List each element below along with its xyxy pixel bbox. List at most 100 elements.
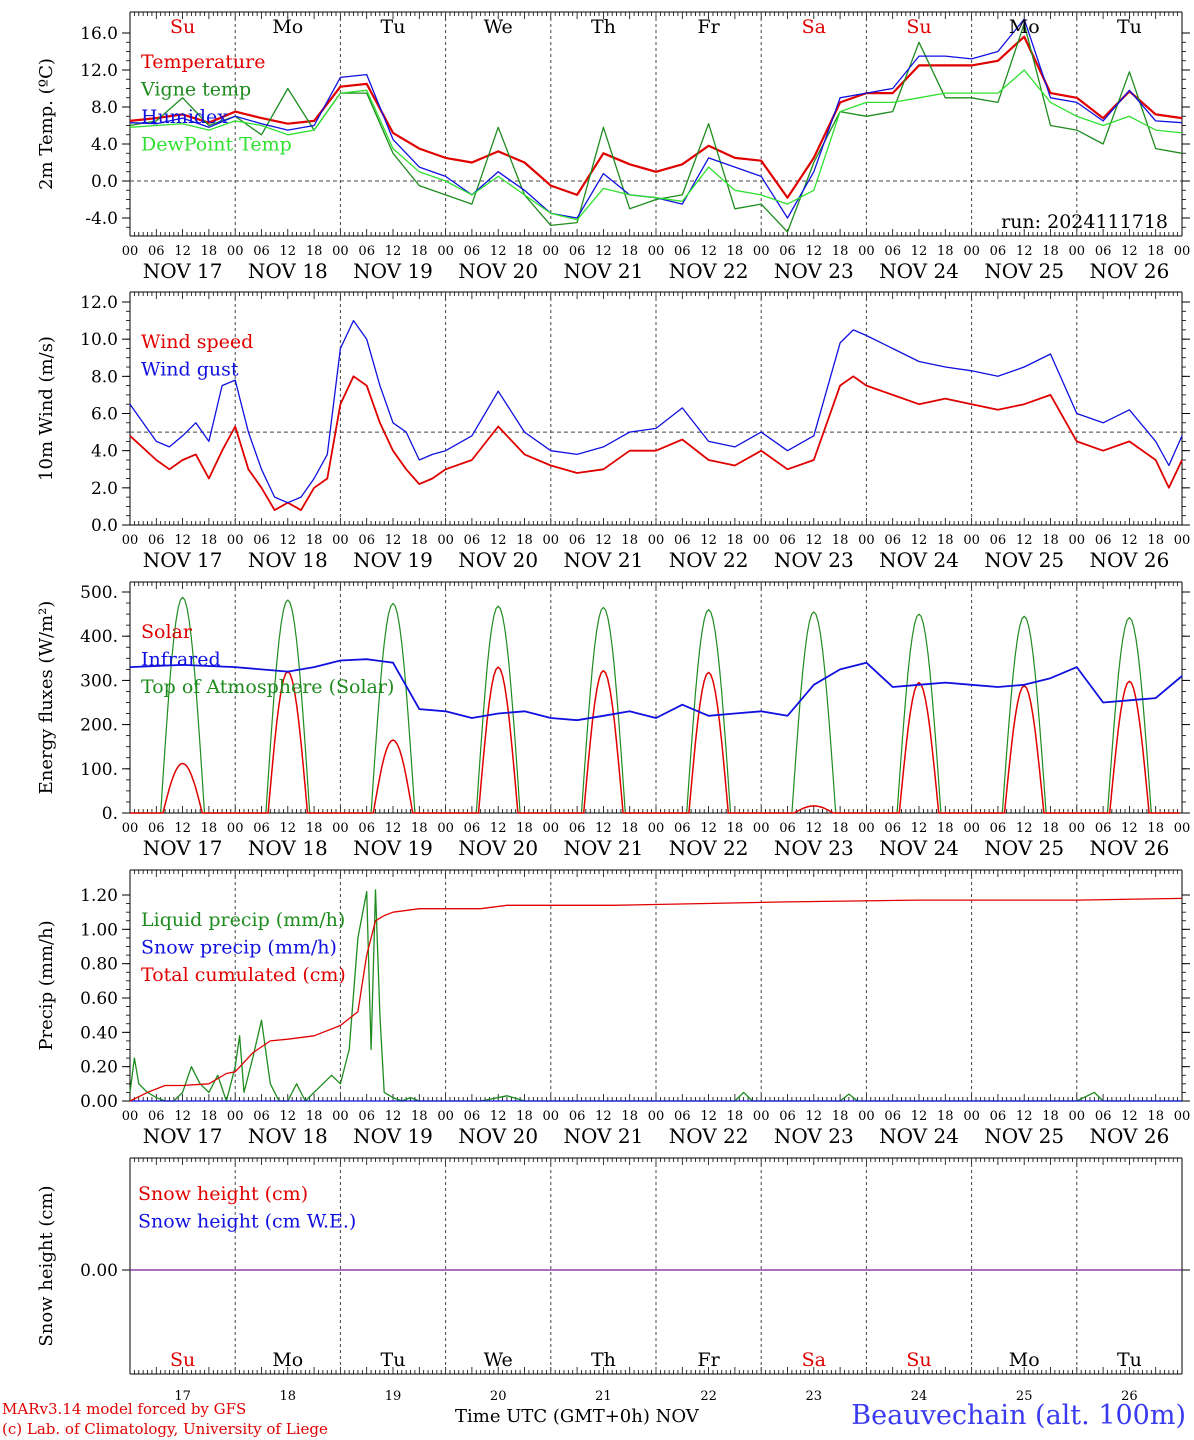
hour-tick-label: 12 [1016,244,1033,259]
hour-tick-label: 00 [122,1109,139,1124]
day-number-label: 18 [280,1389,297,1404]
hour-tick-label: 00 [963,821,980,836]
hour-tick-label: 18 [306,244,323,259]
y-tick-label: 300. [80,671,118,691]
hour-tick-label: 12 [700,244,717,259]
hour-tick-label: 12 [1016,1109,1033,1124]
date-label: NOV 24 [879,548,959,572]
hour-tick-label: 12 [174,533,191,548]
hour-tick-label: 12 [806,533,823,548]
hour-tick-label: 00 [1174,1109,1191,1124]
panel-temp [122,11,1190,237]
hour-tick-label: 06 [779,533,796,548]
hour-tick-label: 18 [727,821,744,836]
hour-tick-label: 00 [753,533,770,548]
hour-tick-label: 12 [700,1109,717,1124]
hour-tick-label: 06 [569,821,586,836]
date-label: NOV 26 [1090,836,1170,860]
date-label: NOV 18 [248,259,328,283]
hour-tick-label: 06 [148,821,165,836]
date-label: NOV 18 [248,1124,328,1148]
date-label: NOV 21 [564,1124,644,1148]
hour-tick-label: 06 [884,1109,901,1124]
hour-tick-label: 18 [411,821,428,836]
hour-tick-label: 12 [1121,821,1138,836]
hour-tick-label: 00 [437,244,454,259]
hour-tick-label: 00 [437,1109,454,1124]
hour-tick-label: 12 [174,244,191,259]
hour-tick-label: 06 [884,821,901,836]
y-tick-label: 0.60 [80,989,118,1009]
hour-tick-label: 00 [858,1109,875,1124]
series-line-vigne-temp [129,23,1183,233]
date-label: NOV 22 [669,1124,749,1148]
hour-tick-label: 18 [1147,1109,1164,1124]
hour-tick-label: 18 [201,821,218,836]
weekday-label-bottom: Sa [802,1349,826,1371]
date-label: NOV 25 [984,259,1064,283]
weekday-label-top: Tu [1117,16,1142,38]
legend-entry: Total cumulated (cm) [141,964,346,986]
hour-tick-label: 18 [1042,533,1059,548]
hour-tick-label: 18 [727,1109,744,1124]
series-line-wind-speed [129,375,1183,512]
weekday-label-bottom: Su [906,1349,931,1371]
x-axis-title: Time UTC (GMT+0h) NOV [455,1406,699,1427]
weekday-label-bottom: Tu [1117,1349,1142,1371]
date-label: NOV 22 [669,836,749,860]
legend-entry: Snow height (cm) [138,1183,308,1205]
hour-tick-label: 06 [569,1109,586,1124]
y-tick-label: 0.80 [80,955,118,975]
hour-tick-label: 06 [990,1109,1007,1124]
y-tick-label: 0. [102,804,118,824]
series-line-temperature [129,35,1183,199]
legend-entry: Solar [141,621,193,643]
y-tick-label: 0.40 [80,1023,118,1043]
weekday-label-top: Sa [802,16,826,38]
hour-tick-label: 18 [937,533,954,548]
hour-tick-label: 18 [516,244,533,259]
date-label: NOV 26 [1090,1124,1170,1148]
hour-tick-label: 06 [779,1109,796,1124]
hour-tick-label: 12 [1016,533,1033,548]
weekday-label-top: Su [170,16,195,38]
hour-tick-label: 18 [306,821,323,836]
panel-energy [122,581,1190,814]
hour-tick-label: 00 [1174,821,1191,836]
hour-tick-label: 18 [621,1109,638,1124]
date-label: NOV 25 [984,836,1064,860]
hour-tick-label: 18 [411,244,428,259]
weekday-label-top: Fr [697,16,720,38]
hour-tick-label: 00 [858,244,875,259]
hour-tick-label: 12 [700,533,717,548]
hour-tick-label: 12 [385,1109,402,1124]
hour-tick-label: 18 [201,533,218,548]
hour-tick-label: 06 [674,244,691,259]
date-label: NOV 21 [564,836,644,860]
model-credit: MARv3.14 model forced by GFS [2,1400,247,1418]
hour-tick-label: 00 [648,1109,665,1124]
hour-tick-label: 12 [1016,821,1033,836]
hour-tick-label: 00 [227,1109,244,1124]
hour-tick-label: 00 [1174,533,1191,548]
hour-tick-label: 18 [1147,244,1164,259]
hour-tick-label: 12 [174,821,191,836]
hour-tick-label: 12 [385,821,402,836]
hour-tick-label: 12 [1121,533,1138,548]
hour-tick-label: 12 [280,1109,297,1124]
hour-tick-label: 00 [543,244,560,259]
day-number-label: 22 [700,1389,717,1404]
hour-tick-label: 18 [306,533,323,548]
hour-tick-label: 06 [253,244,270,259]
weekday-label-top: We [484,16,513,38]
hour-tick-label: 06 [779,821,796,836]
y-tick-label: 12.0 [80,293,118,313]
y-tick-label: 0.0 [91,172,118,192]
hour-tick-label: 12 [595,1109,612,1124]
hour-tick-label: 06 [148,533,165,548]
hour-tick-label: 12 [490,1109,507,1124]
hour-tick-label: 18 [516,821,533,836]
weekday-label-bottom: Su [170,1349,195,1371]
hour-tick-label: 00 [122,821,139,836]
